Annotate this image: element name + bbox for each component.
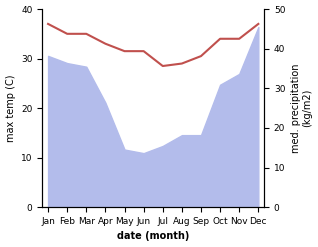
X-axis label: date (month): date (month) xyxy=(117,231,190,242)
Y-axis label: max temp (C): max temp (C) xyxy=(5,74,16,142)
Y-axis label: med. precipitation
(kg/m2): med. precipitation (kg/m2) xyxy=(291,63,313,153)
